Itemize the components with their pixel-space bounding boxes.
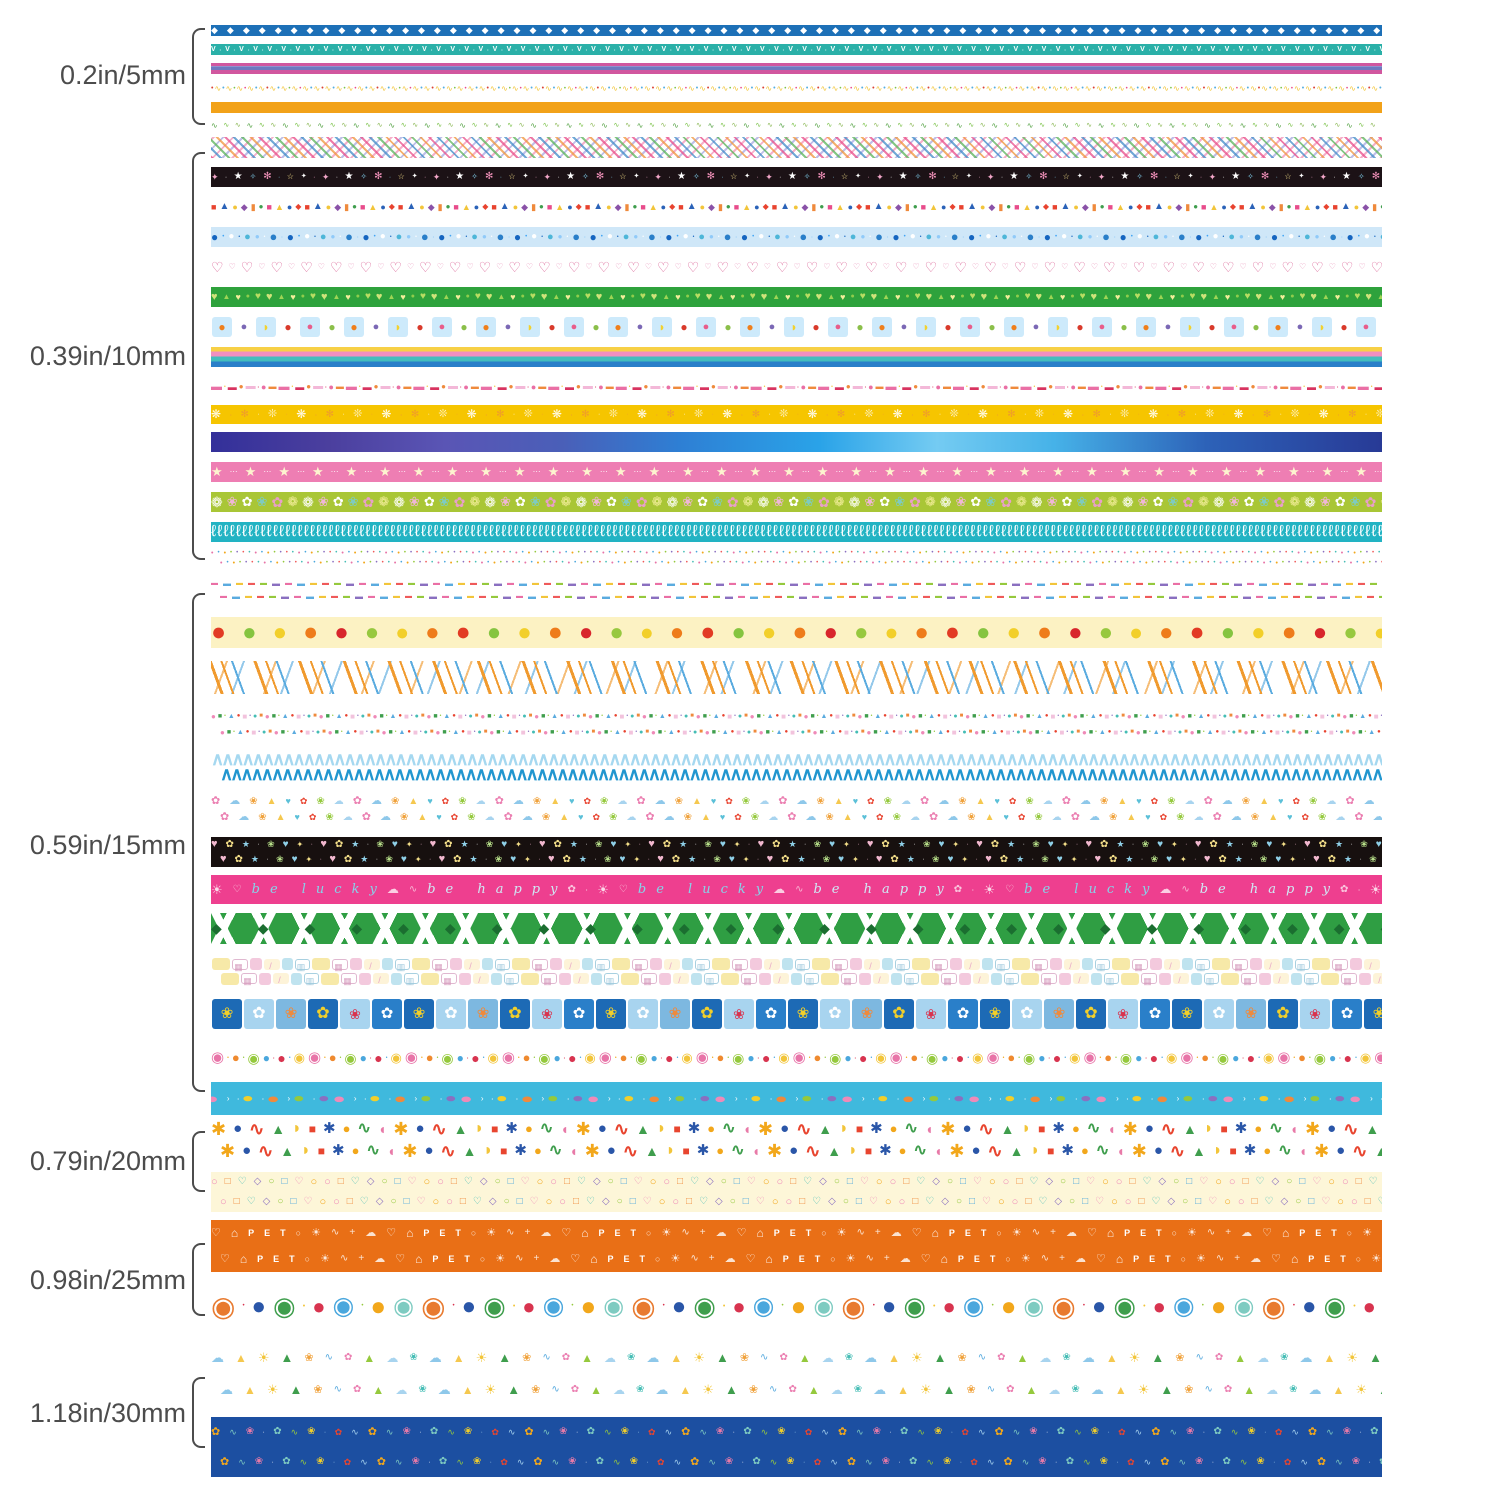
strip-pattern-row: ✿∿❀•✿∿❀•✿∿✿∿❀•✿∿❀•✿∿✿∿❀•✿∿❀•✿∿✿∿❀•✿∿❀•✿∿… (220, 1456, 1382, 1468)
washi-strip-hearts-green: ♥▲♥●♥♥▲♥●♥♥▲♥●♥♥▲♥●♥♥▲♥●♥♥▲♥●♥♥▲♥●♥♥▲♥●♥… (211, 287, 1382, 307)
strip-pattern-row: ☀♡be lucky☁∿be happy✿•☀♡be lucky☁∿be hap… (211, 882, 1382, 897)
strip-pattern-row: ℓℓℓℓℓℓℓℓℓℓℓℓℓℓℓℓℓℓℓℓℓℓℓℓℓℓℓℓℓℓℓℓℓℓℓℓℓℓℓℓ… (211, 523, 1382, 540)
strip-pattern-row: ▬▬▬▬▬▬▬▬▬▬▬▬▬▬▬▬▬▬▬▬▬▬▬▬▬▬▬▬▬▬▬▬▬▬▬▬▬▬▬▬… (220, 592, 1382, 601)
washi-strip-dashes-multicolor: ▬▬▬▬▬▬▬▬▬▬▬▬▬▬▬▬▬▬▬▬▬▬▬▬▬▬▬▬▬▬▬▬▬▬▬▬▬▬▬▬… (211, 577, 1382, 603)
washi-strip-dots-blue: ●•●•●●•●•●•●•●●•●•●•●•●●•●•●•●•●●•●•●•●•… (211, 227, 1382, 247)
strip-pattern-row: ▦/▥▦/▥▦/▥▦/▥▦/▥▦/▥▦/▥▦/▥▦/▥▦/▥▦/▥▦/▥▦/▥▦… (211, 972, 1382, 988)
washi-strip-fish-cyan: ●›•●•●›●•●●›•●•●›●•●●›•●•●›●•●●›•●•●›●•●… (211, 1082, 1382, 1115)
strip-pattern-row: ✱●∿▲◗■✱●∿◖✱●∿▲◗■✱●∿◖✱●∿▲◗■✱●∿◖✱●∿▲◗■✱●∿◖… (211, 1119, 1382, 1139)
strip-pattern-row: ✿☁❀▲♥✿❀☁✿☁❀▲♥✿❀☁✿☁❀▲♥✿❀☁✿☁❀▲♥✿❀☁✿☁❀▲♥✿❀☁… (220, 810, 1382, 823)
washi-strip-flowers-lime: ❁❀✿❀✿❁❁❀✿❀✿❁❁❀✿❀✿❁❁❀✿❀✿❁❁❀✿❀✿❁❁❀✿❀✿❁❁❀✿❀… (211, 492, 1382, 512)
washi-strip-lattice-green: ◆◆◆◆◆◆◆◆◆◆◆◆◆◆◆◆◆◆◆◆◆◆◆◆◆◆◆◆◆◆◆◆◆◆◆◆◆◆◆◆ (211, 913, 1382, 944)
strip-pattern-row: V•V•V•V•V•V•V•V•V•V•V•V•V•V•V•V•V•V•V•V•… (211, 46, 1382, 53)
strip-pattern-row: ✦•★✧✻•☆✦•✦•★✧✻•☆✦•✦•★✧✻•☆✦•✦•★✧✻•☆✦•✦•★✧… (211, 171, 1380, 182)
washi-strip-abstract-shapes: ✱●∿▲◗■✱●∿◖✱●∿▲◗■✱●∿◖✱●∿▲◗■✱●∿◖✱●∿▲◗■✱●∿◖… (211, 1118, 1382, 1162)
strip-pattern-row: ∧∧∧∧∧∧∧∧∧∧∧∧∧∧∧∧∧∧∧∧∧∧∧∧∧∧∧∧∧∧∧∧∧∧∧∧∧∧∧∧… (211, 752, 1382, 767)
size-bracket-10mm (192, 152, 205, 560)
size-label-15mm: 0.59in/15mm (29, 830, 186, 860)
strip-pattern-row: ◉•●◉•●◉•●◉◉•●◉•●◉•●◉◉•●◉•●◉•●◉◉•●◉•●◉•●◉… (211, 1291, 1382, 1322)
washi-strip-gradient-blue-purple (211, 432, 1382, 452)
strip-pattern-row: ♡♡♡♡♡♡♡♡♡♡♡♡♡♡♡♡♡♡♡♡♡♡♡♡♡♡♡♡♡♡♡♡♡♡♡♡♡♡♡♡… (211, 259, 1382, 275)
washi-strip-food-doodles: ○□♡◇○□♡○○□♡◇○□♡○○□♡◇○□♡○○□♡◇○□♡○○□♡◇○□♡○… (211, 1172, 1382, 1212)
size-label-20mm: 0.79in/20mm (29, 1146, 186, 1176)
size-label-5mm: 0.2in/5mm (59, 60, 186, 90)
washi-strip-floral-navy: ✿∿❀•✿∿❀•✿∿✿∿❀•✿∿❀•✿∿✿∿❀•✿∿❀•✿∿✿∿❀•✿∿❀•✿∿… (211, 1417, 1382, 1477)
size-label-30mm: 1.18in/30mm (29, 1398, 186, 1428)
strip-pattern-row: ♡⌂PET○☀∿+☁♡⌂PET○☀∿+☁♡⌂PET○☀∿+☁♡⌂PET○☀∿+☁… (220, 1252, 1381, 1266)
washi-strip-blobs-pink: ▬•▬●▬•●▬▬•▬●▬•●▬▬•▬●▬•●▬▬•▬●▬•●▬▬•▬●▬•●▬… (211, 377, 1382, 397)
washi-strip-v-dots-teal: V•V•V•V•V•V•V•V•V•V•V•V•V•V•V•V•V•V•V•V•… (211, 44, 1382, 55)
size-bracket-5mm (192, 28, 205, 125)
washi-strip-collage-pastel: ▦/▥▦/▥▦/▥▦/▥▦/▥▦/▥▦/▥▦/▥▦/▥▦/▥▦/▥▦/▥▦/▥▦… (211, 958, 1382, 987)
strip-pattern-row: ✿∿❀•✿∿❀•✿∿✿∿❀•✿∿❀•✿∿✿∿❀•✿∿❀•✿∿✿∿❀•✿∿❀•✿∿… (211, 1426, 1378, 1438)
strip-pattern-row: ●•●•●●•●•●•●•●●•●•●•●•●●•●•●•●•●●•●•●•●•… (211, 229, 1382, 244)
strip-pattern-row: ●●●●●●●●●●●●●●●●●●●●●●●●●●●●●●●●●●●●●●●●… (211, 618, 1382, 646)
strip-pattern-row: ☁▲☀▲❀∿✿▲☁❀☁▲☀▲❀∿✿▲☁❀☁▲☀▲❀∿✿▲☁❀☁▲☀▲❀∿✿▲☁❀… (220, 1382, 1382, 1397)
washi-strip-sparkle-black: ✦•★✧✻•☆✦•✦•★✧✻•☆✦•✦•★✧✻•☆✦•✦•★✧✻•☆✦•✦•★✧… (211, 167, 1382, 187)
strip-pattern-row: ▦/▥▦/▥▦/▥▦/▥▦/▥▦/▥▦/▥▦/▥▦/▥▦/▥▦/▥▦/▥▦/▥▦… (211, 958, 1382, 973)
strip-pattern-row: ♡⌂PET○☀∿+☁♡⌂PET○☀∿+☁♡⌂PET○☀∿+☁♡⌂PET○☀∿+☁… (211, 1226, 1382, 1240)
washi-strip-loops-teal: ℓℓℓℓℓℓℓℓℓℓℓℓℓℓℓℓℓℓℓℓℓℓℓℓℓℓℓℓℓℓℓℓℓℓℓℓℓℓℓℓ… (211, 522, 1382, 542)
strip-pattern-row: ■▲●◆▮●■▲●◆■▲●◆▮●■▲●◆■▲●◆▮●■▲●◆■▲●◆▮●■▲●◆… (211, 201, 1382, 212)
washi-strip-hearts-pink: ♡♡♡♡♡♡♡♡♡♡♡♡♡♡♡♡♡♡♡♡♡♡♡♡♡♡♡♡♡♡♡♡♡♡♡♡♡♡♡♡… (211, 257, 1382, 277)
washi-strip-fruit-squares: ● ● ◗ ● ● ● ● ● ◗ ● ● ● ● ● ◗ ● ● ● ● ● ◗ ● ● ● ● ● ◗ ● ● ● ● ● ◗ ● ● ● ● ● ◗ ●… (211, 317, 1382, 337)
washi-strip-pet-orange: ♡⌂PET○☀∿+☁♡⌂PET○☀∿+☁♡⌂PET○☀∿+☁♡⌂PET○☀∿+☁… (211, 1220, 1382, 1272)
washi-strip-scribble-dots: ◉•●•◉●•●•◉◉•●•◉●•●•◉◉•●•◉●•●•◉◉•●•◉●•●•◉… (211, 1043, 1382, 1073)
strip-pattern-row: ●■•▲●■•●■●■•▲●■•●■●■•▲●■•●■●■•▲●■•●■●■•▲… (220, 727, 1382, 737)
washi-strip-solid-orange (211, 102, 1382, 113)
strip-pattern-row: ▬•▬●▬•●▬▬•▬●▬•●▬▬•▬●▬•●▬▬•▬●▬•●▬▬•▬●▬•●▬… (211, 381, 1382, 393)
washi-strip-stars-pink: ★⋯★⋯★⋯★⋯★⋯★⋯★⋯★⋯★⋯★⋯★⋯★⋯★⋯★⋯★⋯★⋯★⋯★⋯★⋯★⋯… (211, 462, 1382, 482)
strip-pattern-row: ••••••••••••••••••••••••••••••••••••••••… (211, 550, 1380, 557)
washi-strip-lucky-pink: ☀♡be lucky☁∿be happy✿•☀♡be lucky☁∿be hap… (211, 875, 1382, 904)
strip-pattern-row: ◆◆◆◆◆◆◆◆◆◆◆◆◆◆◆◆◆◆◆◆◆◆◆◆◆◆◆◆◆◆◆◆◆◆◆◆◆◆◆◆… (211, 25, 1380, 35)
strip-pattern-row: ❋•✻•❊•❋•✻•❊•❋•✻•❊•❋•✻•❊•❋•✻•❊•❋•✻•❊•❋•✻•… (211, 407, 1382, 421)
washi-strip-diamond-blue: ◆◆◆◆◆◆◆◆◆◆◆◆◆◆◆◆◆◆◆◆◆◆◆◆◆◆◆◆◆◆◆◆◆◆◆◆◆◆◆◆… (211, 25, 1382, 36)
strip-pattern-row: ○□♡◇○□♡○○□♡◇○□♡○○□♡◇○□♡○○□♡◇○□♡○○□♡◇○□♡○… (211, 1176, 1382, 1188)
size-bracket-30mm (192, 1377, 205, 1448)
strip-pattern-row: ●›•●•●›●•●●›•●•●›●•●●›•●•●›●•●●›•●•●›●•●… (211, 1091, 1382, 1106)
size-bracket-20mm (192, 1131, 205, 1192)
strip-pattern-row: ∧∧∧∧∧∧∧∧∧∧∧∧∧∧∧∧∧∧∧∧∧∧∧∧∧∧∧∧∧∧∧∧∧∧∧∧∧∧∧∧… (220, 767, 1382, 782)
washi-strip-chevron-blue: ∧∧∧∧∧∧∧∧∧∧∧∧∧∧∧∧∧∧∧∧∧∧∧∧∧∧∧∧∧∧∧∧∧∧∧∧∧∧∧∧… (211, 752, 1382, 782)
strip-pattern-row: ☁▲☀▲❀∿✿▲☁❀☁▲☀▲❀∿✿▲☁❀☁▲☀▲❀∿✿▲☁❀☁▲☀▲❀∿✿▲☁❀… (211, 1350, 1382, 1365)
strip-pattern-row: ▬▬▬▬▬▬▬▬▬▬▬▬▬▬▬▬▬▬▬▬▬▬▬▬▬▬▬▬▬▬▬▬▬▬▬▬▬▬▬▬… (211, 579, 1382, 588)
washi-strip-polka-multicolor: ••••••••••••••••••••••••••••••••••••••••… (211, 549, 1382, 568)
strip-pattern-row: ●■•▲●■•●■●■•▲●■•●■●■•▲●■•●■●■•▲●■•●■●■•▲… (211, 712, 1382, 721)
strip-pattern-row: ○□♡◇○□♡○○□♡◇○□♡○○□♡◇○□♡○○□♡◇○□♡○○□♡◇○□♡○… (220, 1196, 1382, 1208)
washi-strip-mosaic-geometric: ■▲●◆▮●■▲●◆■▲●◆▮●■▲●◆■▲●◆▮●■▲●◆■▲●◆▮●■▲●◆… (211, 197, 1382, 217)
washi-strip-garden-doodles: ✿☁❀▲♥✿❀☁✿☁❀▲♥✿❀☁✿☁❀▲♥✿❀☁✿☁❀▲♥✿❀☁✿☁❀▲♥✿❀☁… (211, 794, 1382, 825)
washi-strip-snowflake-gold: ❋•✻•❊•❋•✻•❊•❋•✻•❊•❋•✻•❊•❋•✻•❊•❋•✻•❊•❋•✻•… (211, 405, 1382, 424)
size-label-25mm: 0.98in/25mm (29, 1265, 186, 1295)
washi-strip-confetti-floral: ●■•▲●■•●■●■•▲●■•●■●■•▲●■•●■●■•▲●■•●■●■•▲… (211, 709, 1382, 740)
strip-pattern-row: ♥✿★•❀♥✦•♥✿★•❀♥✦•♥✿★•❀♥✦•♥✿★•❀♥✦•♥✿★•❀♥✦•… (211, 838, 1382, 850)
washi-strip-tomatoes-cream: ●●●●●●●●●●●●●●●●●●●●●●●●●●●●●●●●●●●●●●●●… (211, 617, 1382, 648)
strip-pattern-row: ✿☁❀▲♥✿❀☁✿☁❀▲♥✿❀☁✿☁❀▲♥✿❀☁✿☁❀▲♥✿❀☁✿☁❀▲♥✿❀☁… (211, 795, 1382, 807)
strip-pattern-row: ∿ ∿ ∿ ∿ ∿ ∿ ∿ ∿ ∿ ∿ ∿ ∿ ∿ ∿ ∿ ∿ ∿ ∿ ∿ ∿ … (211, 121, 1382, 130)
washi-strip-scribble-diagonal (211, 661, 1382, 694)
size-bracket-25mm (192, 1243, 205, 1316)
washi-strip-nature-doodles: ☁▲☀▲❀∿✿▲☁❀☁▲☀▲❀∿✿▲☁❀☁▲☀▲❀∿✿▲☁❀☁▲☀▲❀∿✿▲☁❀… (211, 1342, 1382, 1406)
size-bracket-15mm (192, 593, 205, 1092)
strip-pattern-row: ◉•●•◉●•●•◉◉•●•◉●•●•◉◉•●•◉●•●•◉◉•●•◉●•●•◉… (211, 1049, 1382, 1066)
strip-pattern-row: ••••••••••••••••••••••••••••••••••••••••… (220, 559, 1382, 567)
washi-strip-abstract-circles: ◉•●◉•●◉•●◉◉•●◉•●◉•●◉◉•●◉•●◉•●◉◉•●◉•●◉•●◉… (211, 1280, 1382, 1333)
washi-strip-garland-dots: •∿•∿•∿•∿•∿•∿•∿•∿•∿•∿•∿•∿•∿•∿•∿•∿•∿•∿•∿•∿… (211, 83, 1382, 95)
size-label-10mm: 0.39in/10mm (29, 341, 186, 371)
washi-strip-grass-green: ∿ ∿ ∿ ∿ ∿ ∿ ∿ ∿ ∿ ∿ ∿ ∿ ∿ ∿ ∿ ∿ ∿ ∿ ∿ ∿ … (211, 121, 1382, 131)
strip-pattern-row: ❁❀✿❀✿❁❁❀✿❀✿❁❁❀✿❀✿❁❁❀✿❀✿❁❁❀✿❀✿❁❁❀✿❀✿❁❁❀✿❀… (211, 494, 1382, 510)
strip-pattern-row: ★⋯★⋯★⋯★⋯★⋯★⋯★⋯★⋯★⋯★⋯★⋯★⋯★⋯★⋯★⋯★⋯★⋯★⋯★⋯★⋯… (211, 464, 1382, 479)
washi-strip-stripe-rainbow (211, 347, 1382, 367)
strip-pattern-row: ❀✿❀✿❀✿❀✿❀✿❀✿❀✿❀✿❀✿❀✿❀✿❀✿❀✿❀✿❀✿❀✿❀✿❀✿❀✿❀✿… (211, 999, 1382, 1029)
washi-strip-weave-diagonal (211, 137, 1382, 158)
strip-pattern-row: ♥▲♥●♥♥▲♥●♥♥▲♥●♥♥▲♥●♥♥▲♥●♥♥▲♥●♥♥▲♥●♥♥▲♥●♥… (211, 291, 1382, 303)
strip-pattern-row: •∿•∿•∿•∿•∿•∿•∿•∿•∿•∿•∿•∿•∿•∿•∿•∿•∿•∿•∿•∿… (211, 84, 1381, 93)
strip-pattern-row: ◆◆◆◆◆◆◆◆◆◆◆◆◆◆◆◆◆◆◆◆◆◆◆◆◆◆◆◆◆◆◆◆◆◆◆◆◆◆◆◆ (211, 920, 1382, 936)
strip-pattern-row: ● ● ◗ ● ● ● ● ● ◗ ● ● ● ● ● ◗ ● ● ● ● ● ◗ ● ● ● ● ● ◗ ● ● ● ● ● ◗ ● ● ● ● ● ◗ ●… (211, 317, 1382, 337)
strip-pattern-row: ♥✿★•❀♥✦•♥✿★•❀♥✦•♥✿★•❀♥✦•♥✿★•❀♥✦•♥✿★•❀♥✦•… (220, 853, 1382, 865)
washi-strip-flower-squares-blue: ❀✿❀✿❀✿❀✿❀✿❀✿❀✿❀✿❀✿❀✿❀✿❀✿❀✿❀✿❀✿❀✿❀✿❀✿❀✿❀✿… (211, 999, 1382, 1029)
washi-strip-hearts-black: ♥✿★•❀♥✦•♥✿★•❀♥✦•♥✿★•❀♥✦•♥✿★•❀♥✦•♥✿★•❀♥✦•… (211, 837, 1382, 867)
washi-strip-stripe-pink-purple (211, 63, 1382, 74)
strip-pattern-row: ✱●∿▲◗■✱●∿◖✱●∿▲◗■✱●∿◖✱●∿▲◗■✱●∿◖✱●∿▲◗■✱●∿◖… (220, 1141, 1382, 1161)
